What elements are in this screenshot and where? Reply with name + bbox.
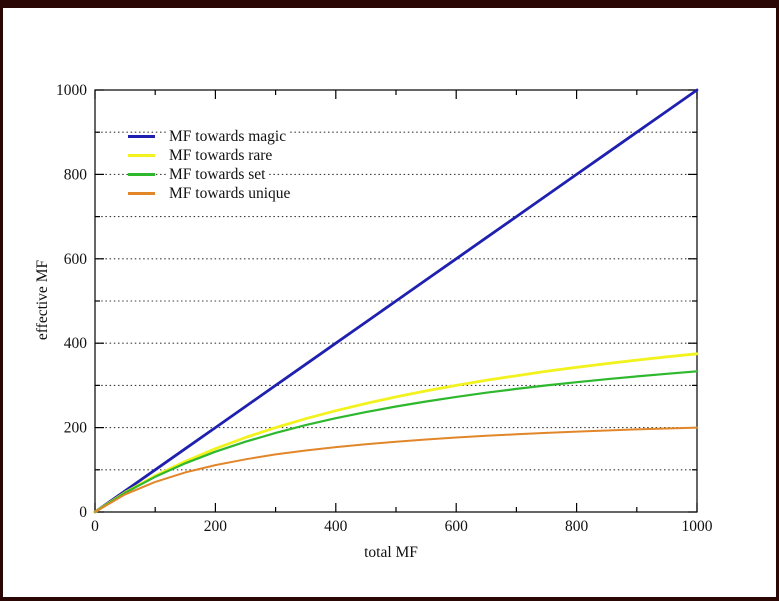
legend-item-unique: MF towards unique — [128, 184, 293, 203]
y-tick-label: 0 — [79, 504, 87, 521]
legend-item-set: MF towards set — [128, 165, 292, 184]
legend: MF towards magic MF towards rare MF towa… — [128, 127, 293, 203]
series-line — [93, 352, 699, 514]
legend-swatch-unique — [128, 192, 155, 195]
series-line — [93, 88, 699, 514]
legend-item-rare: MF towards rare — [128, 146, 292, 165]
x-tick-label: 400 — [324, 518, 348, 535]
legend-label-unique: MF towards unique — [167, 185, 293, 202]
y-tick-label: 200 — [64, 420, 88, 437]
y-tick-label: 400 — [64, 335, 88, 352]
x-tick-label: 200 — [204, 518, 228, 535]
y-tick-label: 1000 — [56, 82, 87, 99]
legend-swatch-magic — [128, 135, 155, 138]
x-tick-label: 600 — [445, 518, 469, 535]
x-tick-label: 800 — [565, 518, 589, 535]
legend-swatch-rare — [128, 154, 155, 157]
y-tick-label: 800 — [64, 166, 88, 183]
chart-canvas: 0 200 400 600 800 1000 0 200 400 600 800 1000 — [56, 82, 713, 535]
x-axis-label: total MF — [364, 544, 418, 561]
y-axis-label: effective MF — [34, 259, 51, 341]
legend-swatch-set — [128, 173, 155, 176]
legend-label-rare: MF towards rare — [167, 147, 275, 164]
series-line — [93, 370, 699, 514]
legend-label-set: MF towards set — [167, 166, 268, 183]
x-tick-label: 0 — [91, 518, 99, 535]
legend-label-magic: MF towards magic — [167, 128, 289, 145]
y-tick-label: 600 — [64, 251, 88, 268]
legend-item-magic: MF towards magic — [128, 127, 292, 146]
series-line — [94, 426, 698, 513]
x-tick-label: 1000 — [682, 518, 713, 535]
